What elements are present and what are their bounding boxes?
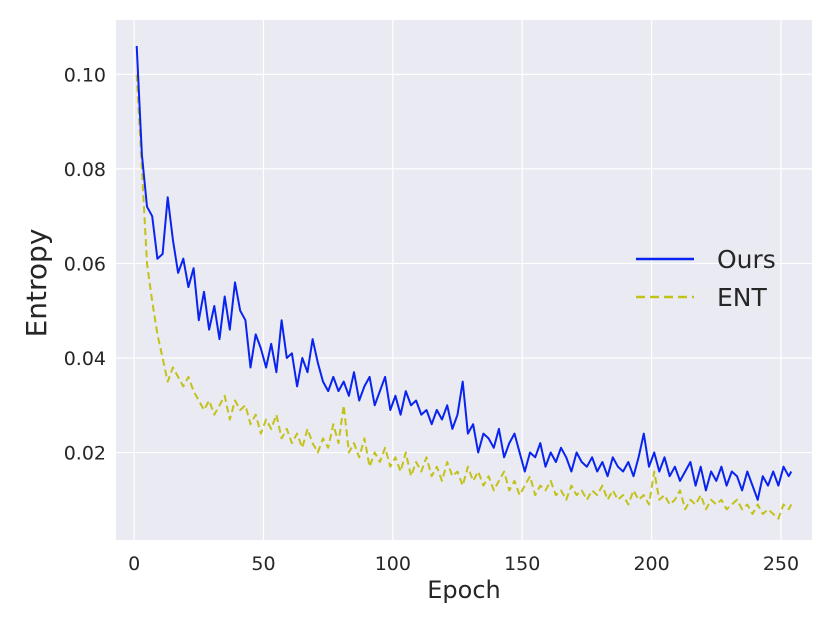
x-tick-label: 100 (375, 553, 411, 575)
y-tick-label: 0.04 (64, 348, 106, 370)
legend: Ours ENT (636, 245, 776, 312)
x-tick-label: 250 (763, 553, 799, 575)
x-tick-label: 50 (251, 553, 275, 575)
x-axis-title: Epoch (427, 576, 501, 604)
plot-area-background (116, 20, 812, 540)
y-tick-labels: 0.02 0.04 0.06 0.08 0.10 (64, 64, 106, 464)
y-tick-label: 0.10 (64, 64, 106, 86)
gridlines (116, 20, 812, 540)
legend-label-ours: Ours (717, 245, 776, 274)
y-tick-label: 0.02 (64, 443, 106, 465)
series-layer (135, 45, 793, 520)
legend-label-ent: ENT (717, 283, 767, 312)
y-axis-title: Entropy (20, 229, 53, 338)
y-tick-label: 0.06 (64, 253, 106, 275)
x-tick-label: 200 (633, 553, 669, 575)
x-tick-label: 150 (504, 553, 540, 575)
y-tick-label: 0.08 (64, 159, 106, 181)
series-line-ours (135, 45, 793, 501)
x-tick-labels: 0 50 100 150 200 250 (128, 553, 799, 575)
x-tick-label: 0 (128, 553, 140, 575)
series-line-ent (135, 74, 793, 520)
